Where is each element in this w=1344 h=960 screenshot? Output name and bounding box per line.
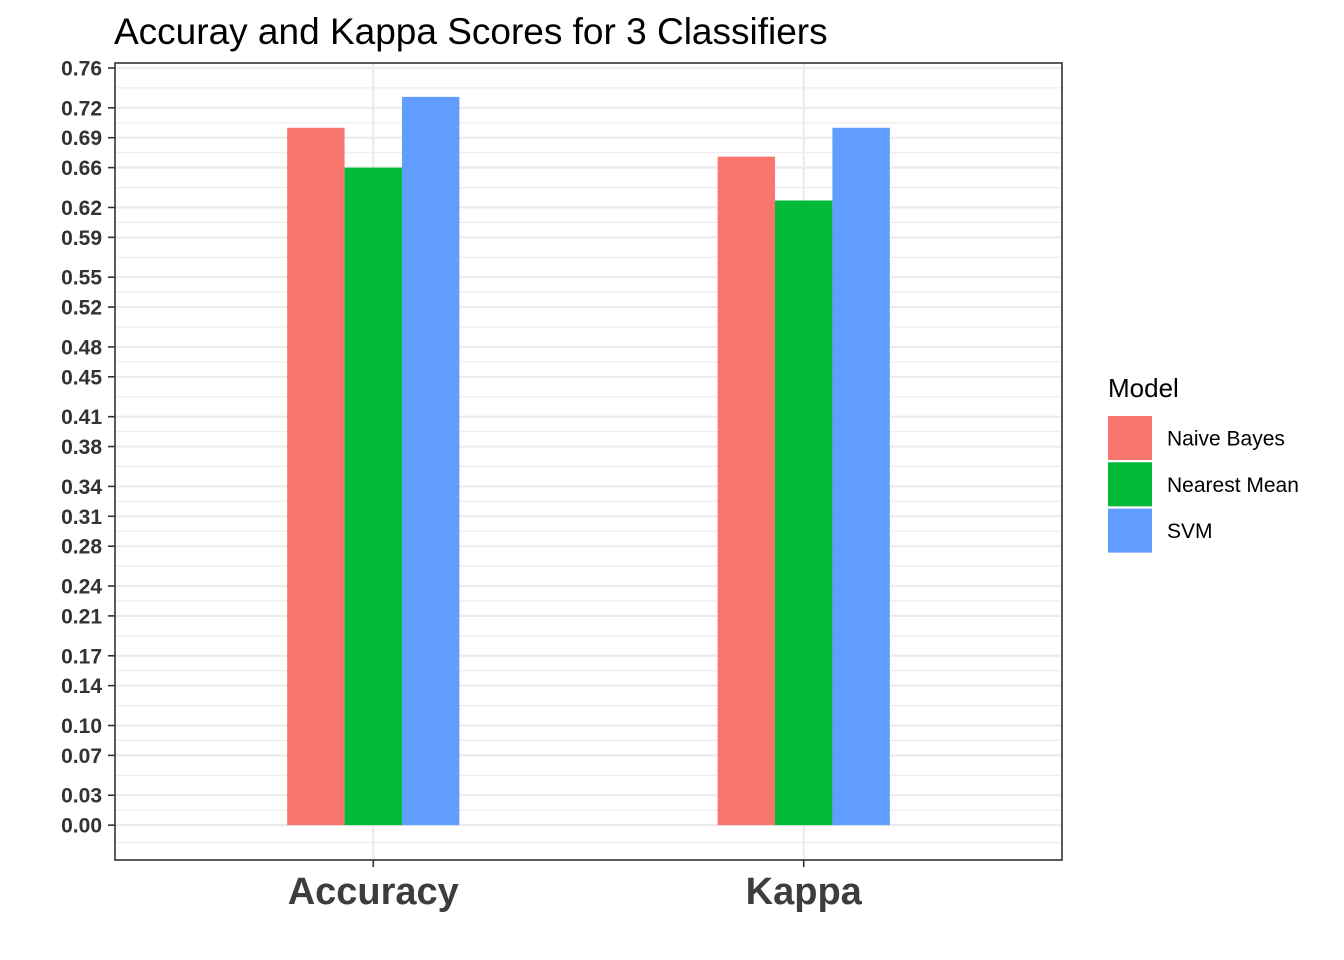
y-tick-label: 0.76 <box>61 57 102 80</box>
bar <box>832 127 890 826</box>
legend: Model Naive Bayes Nearest Mean SVM <box>1108 373 1299 553</box>
y-tick-label: 0.38 <box>61 436 102 459</box>
y-tick-label: 0.03 <box>61 785 102 808</box>
y-tick-label: 0.45 <box>61 366 102 389</box>
y-tick-label: 0.48 <box>61 336 102 359</box>
y-tick-label: 0.17 <box>61 645 102 668</box>
y-tick-label: 0.10 <box>61 715 102 738</box>
y-tick-label: 0.69 <box>61 127 102 150</box>
y-tick-label: 0.00 <box>61 815 102 838</box>
y-tick-label: 0.31 <box>61 506 102 529</box>
y-tick-label: 0.34 <box>61 476 102 499</box>
legend-item-label: Nearest Mean <box>1167 474 1299 497</box>
bars <box>287 96 890 826</box>
legend-swatch <box>1108 508 1152 553</box>
y-tick-label: 0.62 <box>61 197 102 220</box>
bar <box>717 156 776 826</box>
bar <box>344 167 402 826</box>
y-axis: 0.00 0.03 0.07 0.10 0.14 0.17 0.21 0.24 0.28 0.31… <box>61 57 115 838</box>
legend-swatch <box>1108 416 1152 460</box>
y-tick-label: 0.59 <box>61 227 102 250</box>
legend-title: Model <box>1108 373 1179 403</box>
y-tick-label: 0.24 <box>61 576 102 599</box>
x-tick-label: Kappa <box>746 871 863 913</box>
legend-swatch <box>1108 462 1152 507</box>
y-tick-label: 0.41 <box>61 406 102 429</box>
y-tick-label: 0.14 <box>61 675 102 698</box>
y-tick-label: 0.55 <box>61 267 102 290</box>
y-tick-label: 0.66 <box>61 157 102 180</box>
x-tick-label: Accuracy <box>288 871 459 913</box>
grid <box>115 63 1062 860</box>
y-tick-label: 0.07 <box>61 745 102 768</box>
legend-item-label: Naive Bayes <box>1167 428 1285 451</box>
bar <box>775 200 833 826</box>
bar <box>401 96 460 826</box>
panel-border <box>114 62 1063 861</box>
y-tick-label: 0.52 <box>61 297 102 320</box>
legend-item-label: SVM <box>1167 520 1213 543</box>
bar <box>287 127 345 826</box>
x-axis: Accuracy Kappa <box>288 860 863 913</box>
y-tick-label: 0.72 <box>61 97 102 120</box>
chart-title: Accuray and Kappa Scores for 3 Classifie… <box>114 11 828 52</box>
y-tick-label: 0.21 <box>61 605 102 628</box>
y-tick-label: 0.28 <box>61 536 102 559</box>
